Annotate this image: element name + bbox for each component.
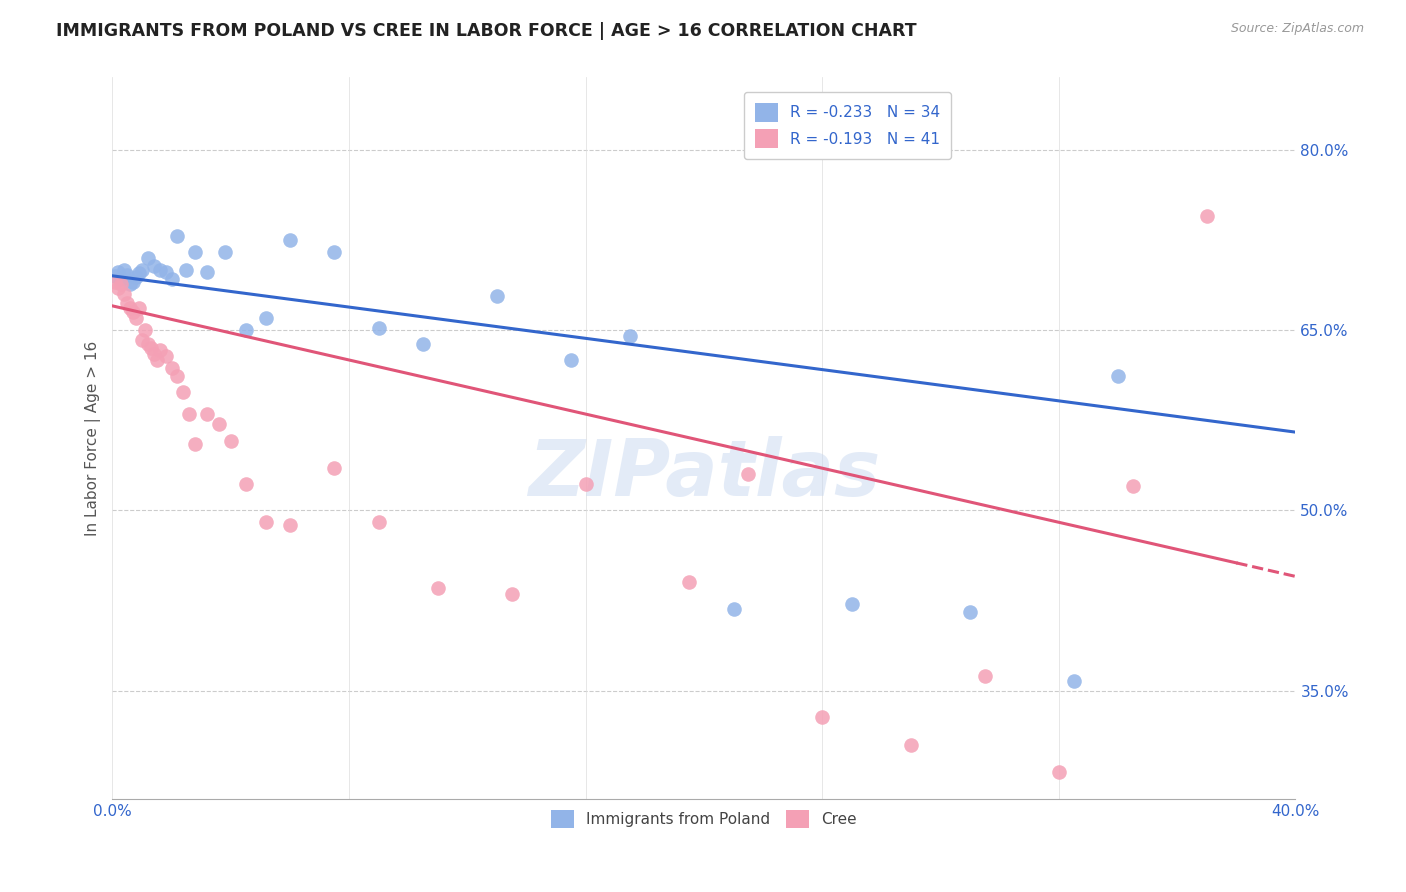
Point [367, 516, 389, 530]
Point [195, 265, 218, 279]
Point [112, 262, 135, 277]
Point [560, 353, 582, 368]
Point [125, 270, 148, 285]
Point [426, 582, 449, 596]
Point [172, 385, 194, 400]
Point [195, 407, 218, 421]
Point [107, 281, 129, 295]
Point [278, 517, 301, 532]
Point [619, 329, 641, 343]
Point [412, 337, 434, 351]
Point [367, 320, 389, 334]
Point [959, 606, 981, 620]
Point [235, 476, 257, 491]
Point [1122, 479, 1144, 493]
Point [485, 289, 508, 303]
Point [219, 434, 242, 448]
Point [110, 272, 132, 286]
Text: ZIPatlas: ZIPatlas [527, 436, 880, 512]
Point [811, 710, 834, 724]
Point [214, 244, 236, 259]
Point [146, 353, 169, 368]
Point [155, 350, 177, 364]
Point [110, 277, 132, 292]
Point [128, 301, 150, 316]
Point [120, 277, 142, 292]
Point [139, 341, 162, 355]
Point [136, 251, 159, 265]
Point [107, 265, 129, 279]
Point [131, 333, 153, 347]
Point [254, 310, 277, 325]
Point [160, 272, 183, 286]
Point [254, 516, 277, 530]
Point [1063, 673, 1085, 688]
Point [501, 587, 523, 601]
Point [131, 262, 153, 277]
Point [278, 233, 301, 247]
Point [122, 305, 145, 319]
Point [1195, 209, 1218, 223]
Point [122, 275, 145, 289]
Point [112, 286, 135, 301]
Text: Source: ZipAtlas.com: Source: ZipAtlas.com [1230, 22, 1364, 36]
Point [235, 323, 257, 337]
Point [841, 597, 863, 611]
Point [104, 268, 127, 283]
Y-axis label: In Labor Force | Age > 16: In Labor Force | Age > 16 [86, 341, 101, 536]
Point [184, 244, 207, 259]
Point [125, 310, 148, 325]
Point [176, 262, 198, 277]
Point [1107, 368, 1129, 383]
Point [142, 259, 165, 273]
Point [184, 437, 207, 451]
Point [323, 244, 346, 259]
Point [575, 476, 598, 491]
Point [149, 262, 172, 277]
Point [120, 301, 142, 316]
Point [142, 347, 165, 361]
Point [128, 267, 150, 281]
Point [179, 407, 201, 421]
Legend: Immigrants from Poland, Cree: Immigrants from Poland, Cree [546, 804, 863, 835]
Point [323, 461, 346, 475]
Point [974, 669, 997, 683]
Point [900, 738, 922, 752]
Point [737, 467, 759, 482]
Point [160, 361, 183, 376]
Point [115, 296, 138, 310]
Point [166, 368, 188, 383]
Point [1047, 765, 1070, 780]
Point [136, 337, 159, 351]
Point [208, 417, 231, 431]
Point [678, 575, 700, 590]
Point [155, 265, 177, 279]
Point [149, 343, 172, 358]
Point [166, 229, 188, 244]
Point [723, 602, 745, 616]
Text: IMMIGRANTS FROM POLAND VS CREE IN LABOR FORCE | AGE > 16 CORRELATION CHART: IMMIGRANTS FROM POLAND VS CREE IN LABOR … [56, 22, 917, 40]
Point [104, 275, 127, 289]
Point [115, 268, 138, 282]
Point [134, 323, 156, 337]
